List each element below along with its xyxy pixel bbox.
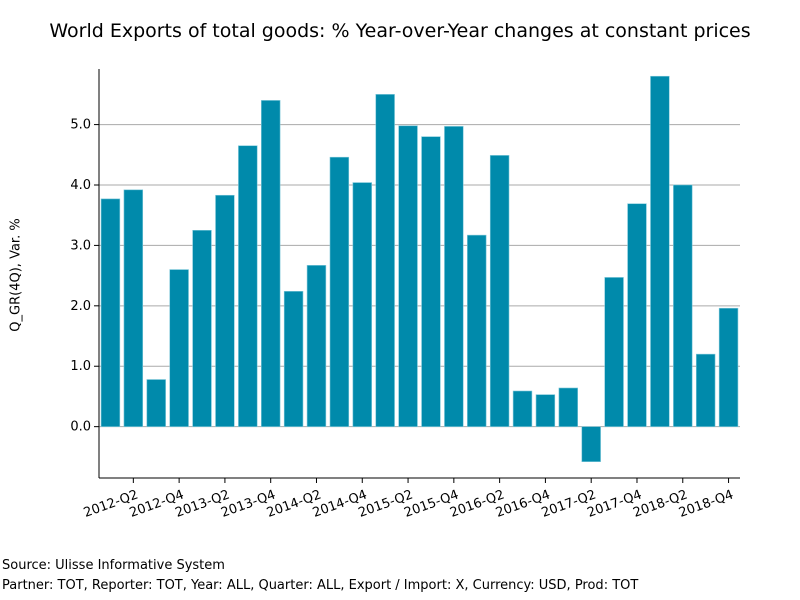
chart-title: World Exports of total goods: % Year-ove… — [49, 20, 751, 42]
bar-2016-Q4 — [535, 394, 556, 427]
bar-2013-Q2 — [215, 194, 235, 427]
bar-2014-Q1 — [283, 291, 304, 427]
bar-2013-Q1 — [192, 230, 212, 427]
bar-2017-Q2 — [581, 426, 601, 462]
bar-2015-Q1 — [375, 94, 395, 427]
y-tick-label: 0.0 — [70, 420, 91, 435]
bar-2015-Q3 — [421, 136, 441, 427]
bar-2017-Q4 — [627, 203, 647, 427]
bar-2014-Q3 — [329, 156, 350, 427]
bar-2016-Q1 — [467, 234, 487, 427]
bar-2018-Q1 — [650, 75, 670, 427]
y-tick-label: 4.0 — [70, 178, 91, 193]
bar-2013-Q4 — [261, 100, 281, 427]
y-tick-label: 2.0 — [70, 299, 91, 314]
bar-2017-Q1 — [558, 387, 578, 427]
y-tick-label: 3.0 — [70, 238, 91, 253]
y-tick-label: 5.0 — [70, 118, 91, 133]
bar-2014-Q4 — [352, 182, 372, 427]
bar-2018-Q4 — [718, 307, 739, 427]
bar-2012-Q3 — [146, 379, 166, 427]
bar-2013-Q3 — [238, 145, 258, 427]
bar-2017-Q3 — [604, 277, 624, 427]
y-tick-label: 1.0 — [70, 359, 91, 374]
bar-2014-Q2 — [306, 265, 327, 427]
source-note: Source: Ulisse Informative System — [2, 558, 225, 573]
bar-2012-Q1 — [100, 198, 121, 427]
bar-2016-Q2 — [489, 155, 510, 427]
bar-2012-Q4 — [169, 269, 189, 427]
bar-2012-Q2 — [123, 189, 144, 427]
filter-note: Partner: TOT, Reporter: TOT, Year: ALL, … — [2, 578, 639, 593]
bar-2015-Q2 — [398, 125, 418, 427]
bar-2018-Q2 — [673, 184, 693, 427]
bar-2018-Q3 — [695, 353, 716, 427]
bar-2016-Q3 — [512, 390, 533, 427]
bar-2015-Q4 — [444, 126, 464, 427]
